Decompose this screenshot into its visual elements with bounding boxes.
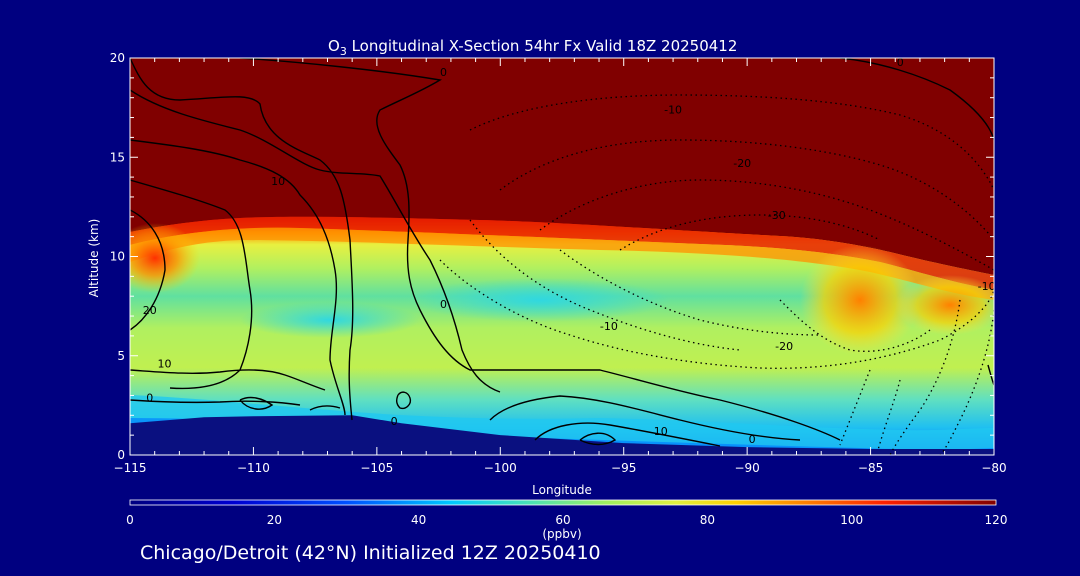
y-tick-label: 0: [117, 448, 125, 462]
colorbar-tick-label: 20: [267, 513, 282, 527]
contour-label: 0: [897, 56, 904, 69]
colorbar: [129, 499, 997, 506]
x-axis: −115 −110 −105 −100 −95 −90 −85 −80: [114, 58, 1007, 475]
x-tick-label: −90: [734, 461, 759, 475]
ozone-field: 0 0 0 0 0 10 10 10 20 -10 -10 -20 -30 -20 -10 0: [130, 56, 996, 455]
contour-label: 0: [749, 433, 756, 446]
y-tick-label: 5: [117, 349, 125, 363]
contour-label: -10: [978, 280, 996, 293]
left-hot-spot: [130, 223, 200, 293]
contour-labels: 0 0 0 0 0 10 10 10 20 -10 -10 -20 -30 -20 -10 0: [143, 56, 996, 446]
contour-label: 10: [271, 175, 285, 188]
x-tick-label: −115: [114, 461, 147, 475]
transition-band: [130, 216, 994, 290]
contour-label: 10: [654, 425, 668, 438]
colorbar-unit-label: (ppbv): [542, 527, 581, 541]
y-axis: 0 5 10 15 20: [110, 51, 994, 462]
right-hot-spot-2: [895, 275, 994, 335]
x-tick-label: −95: [611, 461, 636, 475]
y-tick-label: 10: [110, 250, 125, 264]
y-tick-label: 20: [110, 51, 125, 65]
colorbar-tick-label: 60: [555, 513, 570, 527]
contour-label: 0: [440, 298, 447, 311]
stratosphere-region: [130, 58, 994, 275]
contour-label: 20: [143, 304, 157, 317]
cyan-blob-2: [240, 302, 420, 338]
contour-label: -20: [775, 340, 793, 353]
colorbar-tick-label: 0: [126, 513, 134, 527]
colorbar-tick-label: 40: [411, 513, 426, 527]
x-tick-label: −100: [484, 461, 517, 475]
x-tick-label: −85: [858, 461, 883, 475]
colorbar-tick-label: 120: [985, 513, 1008, 527]
contours-positive: [130, 58, 994, 447]
x-tick-label: −110: [237, 461, 270, 475]
x-tick-label: −105: [360, 461, 393, 475]
contour-label: 0: [146, 391, 153, 404]
contour-label: 10: [158, 358, 172, 371]
contour-label: 0: [391, 415, 398, 428]
x-axis-label: Longitude: [532, 483, 592, 497]
contour-label: -10: [664, 104, 682, 117]
contours-negative: [439, 94, 994, 455]
x-tick-label: −80: [981, 461, 1006, 475]
contour-label: 0: [440, 66, 447, 79]
contour-label: -30: [768, 209, 786, 222]
contour-label: -20: [733, 157, 751, 170]
footer-text: Chicago/Detroit (42°N) Initialized 12Z 2…: [140, 542, 601, 564]
y-axis-label: Altitude (km): [87, 219, 101, 298]
y-tick-label: 15: [110, 150, 125, 164]
terrain: [130, 415, 994, 455]
colorbar-tick-label: 100: [840, 513, 863, 527]
right-hot-spot: [800, 245, 920, 355]
colorbar-ticks: 0 20 40 60 80 100 120: [126, 513, 1007, 527]
contour-label: -10: [600, 320, 618, 333]
chart-title: O3 Longitudinal X-Section 54hr Fx Valid …: [328, 37, 737, 58]
colorbar-tick-label: 80: [700, 513, 715, 527]
